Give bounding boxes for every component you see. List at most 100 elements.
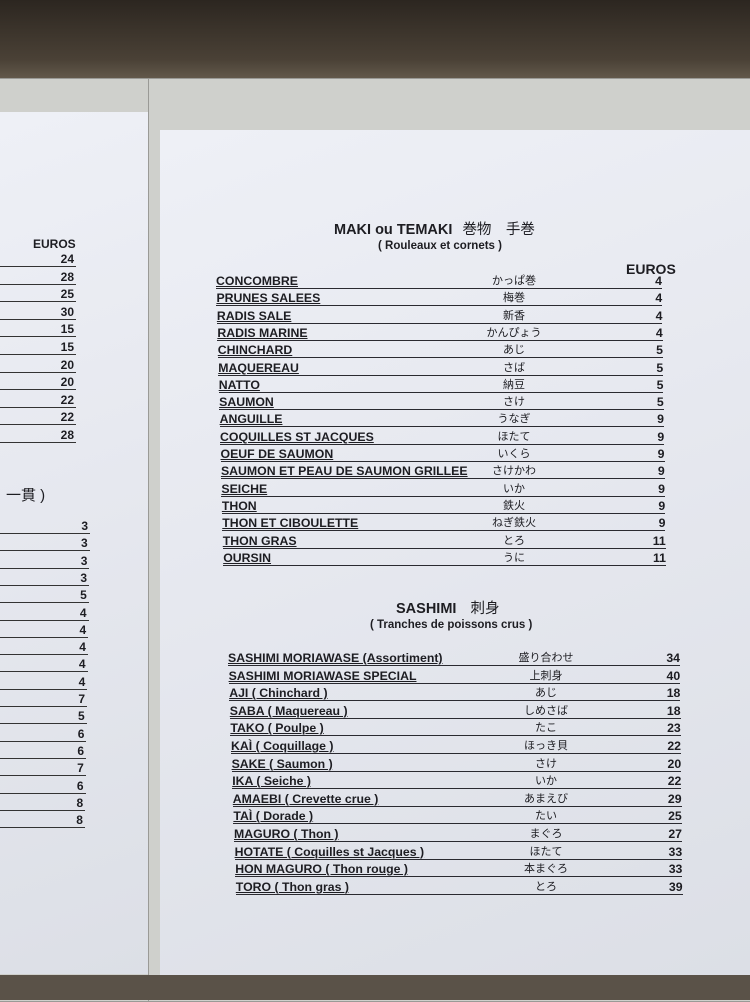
maki-row: NATTO 納豆 5 [218,375,664,393]
item-price: 3 [80,570,88,585]
item-price: 5 [656,360,664,375]
left-price-row: 3 [0,552,90,569]
item-japanese-name: ほたて [529,845,563,858]
maki-row: RADIS MARINE かんぴょう 4 [217,323,663,341]
left-price-row: 15 [0,338,76,355]
item-price: 22 [667,774,682,789]
left-price-row: 6 [0,777,86,794]
item-price: 4 [655,291,663,306]
item-name: SASHIMI MORIAWASE (Assortiment) [228,651,443,665]
item-price: 11 [652,533,666,548]
item-japanese-name: さば [503,361,525,374]
main-menu-sheet: MAKI ou TEMAKI 巻物 手巻 ( Rouleaux et corne… [160,130,750,975]
left-price-row: 30 [0,303,76,320]
item-japanese-name: さけ [534,757,557,770]
item-japanese-name: とろ [503,534,525,547]
item-japanese-name: とろ [534,880,557,893]
background-wall [0,0,750,85]
maki-row: SAUMON ET PEAU DE SAUMON GRILLEE さけかわ 9 [220,461,665,480]
item-name: IKA ( Seiche ) [232,774,311,789]
item-price: 4 [78,674,86,689]
item-price: 3 [80,553,88,568]
item-japanese-name: あじ [502,344,525,357]
item-price: 29 [667,791,682,806]
item-japanese-name: まぐろ [529,828,563,840]
item-price: 9 [658,481,665,496]
item-name: SAUMON ET PEAU DE SAUMON GRILLEE [220,464,468,479]
item-name: THON ET CIBOULETTE [222,516,359,531]
item-name: SAUMON [219,395,274,410]
item-name: OURSIN [223,550,272,565]
item-name: THON [221,498,257,513]
item-price: 28 [60,269,74,284]
item-japanese-name: ねぎ鉄火 [491,517,536,530]
item-price: 5 [78,709,85,724]
item-price: 4 [655,325,663,340]
item-name: SASHIMI MORIAWASE SPECIAL [228,668,417,683]
left-price-row: 4 [0,604,89,621]
item-price: 9 [658,498,666,513]
item-japanese-name: 上刺身 [529,669,563,682]
item-name: RADIS SALE [216,308,292,323]
maki-row: SAUMON さけ 5 [219,392,664,411]
left-price-row: 8 [0,811,85,829]
item-price: 33 [668,844,683,859]
left-price-row: 4 [0,638,88,656]
item-price: 22 [60,410,74,425]
item-name: TORO ( Thon gras ) [235,879,349,894]
item-price: 7 [78,692,85,706]
maki-row: THON 鉄火 9 [221,496,666,514]
item-japanese-name: たこ [534,722,557,735]
item-price: 22 [60,392,74,407]
item-japanese-name: たい [534,810,557,823]
maki-row: MAQUEREAU さば 5 [218,358,664,376]
item-price: 23 [667,721,681,736]
item-price: 18 [666,686,681,701]
left-price-row: 8 [0,794,86,811]
left-price-row: 6 [0,725,87,742]
left-price-row: 4 [0,655,88,673]
item-price: 20 [60,357,74,372]
item-price: 6 [76,778,84,793]
maki-title: MAKI ou TEMAKI 巻物 手巻 [334,218,535,239]
maki-row: COQUILLES ST JACQUES ほたて 9 [220,427,665,445]
item-price: 40 [666,668,681,683]
sashimi-row: IKA ( Seiche ) いか 22 [232,771,682,790]
item-price: 4 [655,274,662,288]
item-japanese-name: いか [534,775,557,788]
left-price-row: 28 [0,268,76,285]
maki-row: ANGUILLE うなぎ 9 [219,409,664,428]
item-japanese-name: あじ [534,687,557,700]
maki-row: THON ET CIBOULETTE ねぎ鉄火 9 [222,513,666,532]
item-price: 22 [667,739,681,753]
maki-row: CONCOMBRE かっぱ巻 4 [216,271,662,289]
bottom-ledge [0,975,750,1000]
item-japanese-name: 納豆 [502,378,525,391]
item-name: NATTO [218,377,260,392]
item-japanese-name: 盛り合わせ [518,652,574,664]
left-menu-sheet: EUROS 一貫 ) 24 28 25 30 15 15 20 20 22 22 28 3 3 3 3 5 4 4… [0,112,158,974]
item-japanese-name: いか [502,482,525,495]
item-price: 3 [81,536,88,551]
left-price-row: 25 [0,285,76,303]
maki-row: CHINCHARD あじ 5 [217,340,663,359]
item-price: 3 [81,519,88,533]
sashimi-row: TAÌ ( Dorade ) たい 25 [233,806,682,825]
euros-label: EUROS [33,237,76,251]
partial-heading: 一貫 ) [6,487,46,504]
left-price-row: 22 [0,408,76,426]
sashimi-row: SASHIMI MORIAWASE (Assortiment) 盛り合わせ 34 [228,648,680,666]
item-name: KAÌ ( Coquillage ) [231,739,334,753]
sashimi-row: AMAEBI ( Crevette crue ) あまえび 29 [232,789,682,807]
item-price: 8 [76,795,84,810]
item-japanese-name: 鉄火 [502,499,525,512]
left-price-row: 3 [0,517,90,534]
maki-row: THON GRAS とろ 11 [222,531,666,549]
maki-row: OEUF DE SAUMON いくら 9 [220,444,665,462]
item-price: 33 [668,862,683,877]
item-name: AJI ( Chinchard ) [229,686,328,701]
item-japanese-name: うに [502,551,525,564]
item-price: 5 [656,343,663,358]
item-price: 25 [60,287,74,302]
sashimi-row: SABA ( Maquereau ) しめさば 18 [229,701,681,719]
